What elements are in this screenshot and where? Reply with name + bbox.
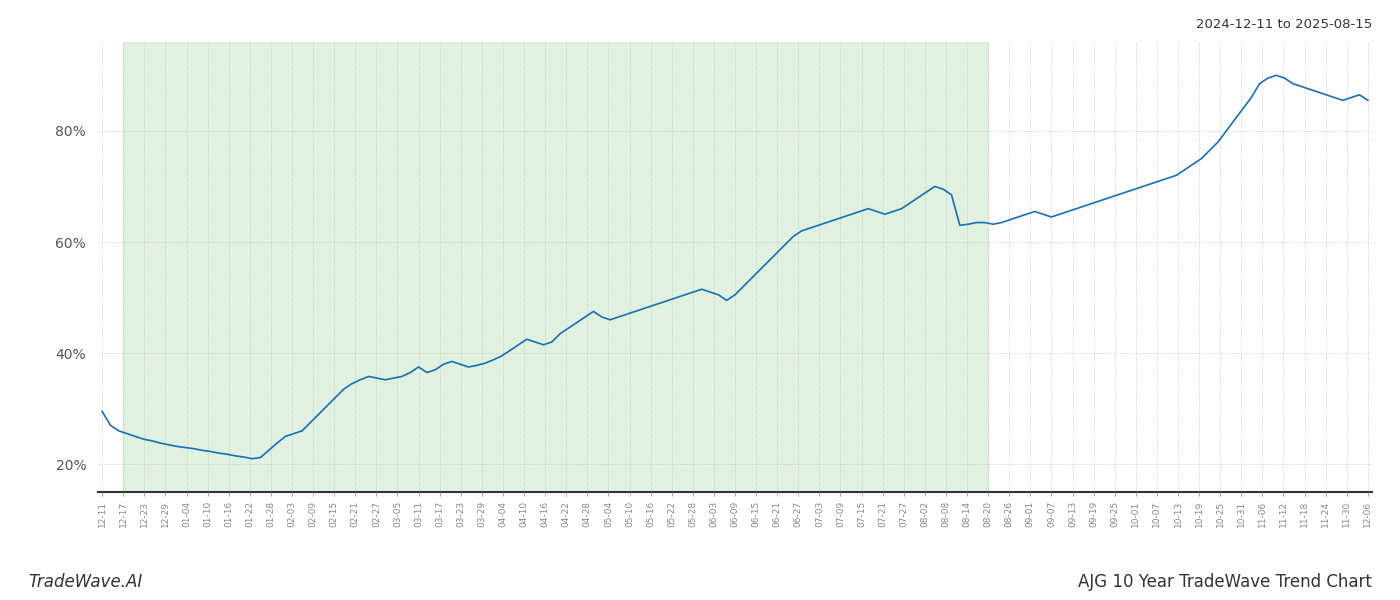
Text: 2024-12-11 to 2025-08-15: 2024-12-11 to 2025-08-15: [1196, 18, 1372, 31]
Bar: [123, 42, 988, 492]
Text: AJG 10 Year TradeWave Trend Chart: AJG 10 Year TradeWave Trend Chart: [1078, 573, 1372, 591]
Text: TradeWave.AI: TradeWave.AI: [28, 573, 143, 591]
